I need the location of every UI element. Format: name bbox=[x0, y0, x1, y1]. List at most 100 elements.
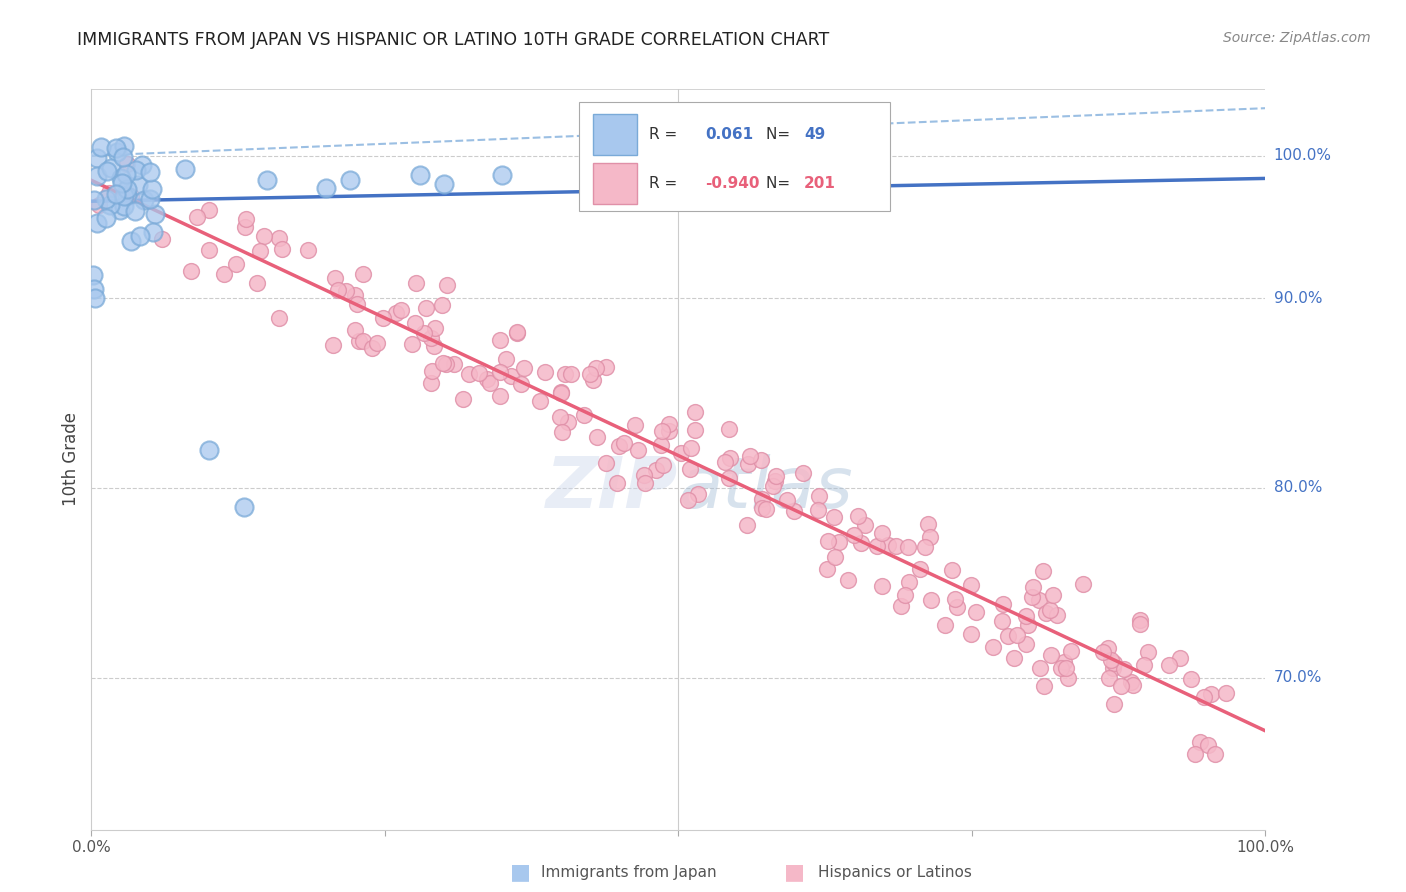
Point bbox=[89, 197, 111, 211]
Point bbox=[457, 368, 479, 382]
Point bbox=[620, 158, 643, 172]
Text: 0.061: 0.061 bbox=[706, 128, 754, 142]
Point bbox=[271, 243, 294, 257]
Point bbox=[430, 298, 453, 312]
Point bbox=[550, 384, 572, 399]
Point bbox=[671, 446, 693, 460]
Point bbox=[866, 539, 889, 553]
Point bbox=[112, 199, 135, 213]
Point bbox=[560, 367, 582, 381]
Point bbox=[607, 439, 630, 453]
Point bbox=[389, 302, 412, 317]
Point bbox=[633, 467, 655, 482]
Text: Immigrants from Japan: Immigrants from Japan bbox=[541, 865, 717, 880]
Point bbox=[1060, 644, 1083, 658]
Point bbox=[718, 422, 741, 436]
Point bbox=[572, 408, 595, 422]
Point bbox=[815, 562, 838, 576]
Point bbox=[1180, 673, 1202, 687]
Point bbox=[657, 417, 679, 431]
Point bbox=[423, 339, 446, 353]
Point bbox=[434, 357, 457, 371]
Point bbox=[651, 424, 673, 438]
Point bbox=[150, 232, 173, 246]
Text: atlas: atlas bbox=[678, 455, 853, 524]
Point bbox=[256, 173, 278, 187]
Point bbox=[225, 257, 247, 271]
Point bbox=[529, 394, 551, 409]
Point bbox=[142, 225, 165, 239]
Point bbox=[1184, 747, 1206, 761]
Text: R =: R = bbox=[650, 128, 682, 142]
Y-axis label: 10th Grade: 10th Grade bbox=[62, 412, 80, 507]
Point bbox=[554, 367, 576, 381]
Point bbox=[451, 392, 474, 407]
Point bbox=[993, 597, 1015, 611]
Point bbox=[506, 326, 529, 340]
Point bbox=[755, 502, 778, 516]
Point bbox=[335, 284, 357, 298]
Point bbox=[501, 369, 523, 384]
Point bbox=[323, 271, 346, 285]
Point bbox=[1035, 606, 1057, 620]
Point bbox=[1111, 679, 1133, 693]
Point bbox=[111, 176, 134, 190]
Point bbox=[634, 475, 657, 490]
Point bbox=[1050, 661, 1073, 675]
Point bbox=[688, 487, 710, 501]
Point bbox=[658, 424, 681, 438]
Point bbox=[419, 330, 441, 344]
Point bbox=[557, 415, 579, 429]
Text: IMMIGRANTS FROM JAPAN VS HISPANIC OR LATINO 10TH GRADE CORRELATION CHART: IMMIGRANTS FROM JAPAN VS HISPANIC OR LAT… bbox=[77, 31, 830, 49]
Point bbox=[609, 164, 631, 178]
Point bbox=[352, 334, 374, 348]
Point bbox=[343, 323, 366, 337]
Point bbox=[404, 316, 426, 330]
Point bbox=[180, 264, 202, 278]
Point bbox=[267, 231, 290, 245]
Point bbox=[897, 540, 920, 554]
Point bbox=[83, 281, 105, 295]
Point bbox=[1215, 686, 1237, 700]
Point bbox=[762, 479, 785, 493]
Point bbox=[884, 539, 907, 553]
Point bbox=[749, 453, 772, 467]
Point bbox=[943, 592, 966, 607]
Point bbox=[792, 466, 814, 480]
Point bbox=[1071, 576, 1094, 591]
Point bbox=[420, 364, 443, 378]
Point bbox=[718, 450, 741, 465]
Point bbox=[409, 168, 432, 182]
Point bbox=[650, 438, 672, 452]
Point bbox=[1102, 656, 1125, 670]
Point bbox=[872, 525, 894, 540]
Point bbox=[612, 436, 634, 450]
Point bbox=[1054, 661, 1077, 675]
Point bbox=[920, 593, 942, 607]
Point bbox=[828, 534, 851, 549]
Point bbox=[423, 321, 446, 335]
Point bbox=[910, 562, 932, 576]
Point bbox=[419, 376, 441, 390]
Point bbox=[877, 538, 900, 552]
Point bbox=[1099, 653, 1122, 667]
Point bbox=[1189, 735, 1212, 749]
Point bbox=[131, 158, 153, 172]
Point bbox=[1053, 655, 1076, 669]
Point bbox=[233, 500, 256, 514]
Point bbox=[849, 535, 872, 549]
Point bbox=[249, 244, 271, 258]
Text: 70.0%: 70.0% bbox=[1274, 670, 1322, 685]
Point bbox=[1197, 738, 1219, 752]
Point bbox=[105, 145, 128, 159]
Point bbox=[489, 333, 512, 347]
Point bbox=[681, 441, 703, 455]
Point bbox=[685, 423, 707, 437]
Point bbox=[139, 193, 162, 207]
Point bbox=[1021, 581, 1043, 595]
Point bbox=[347, 334, 370, 348]
Point bbox=[1133, 657, 1156, 672]
Point bbox=[174, 161, 197, 176]
FancyBboxPatch shape bbox=[579, 102, 890, 211]
Point bbox=[894, 588, 917, 602]
